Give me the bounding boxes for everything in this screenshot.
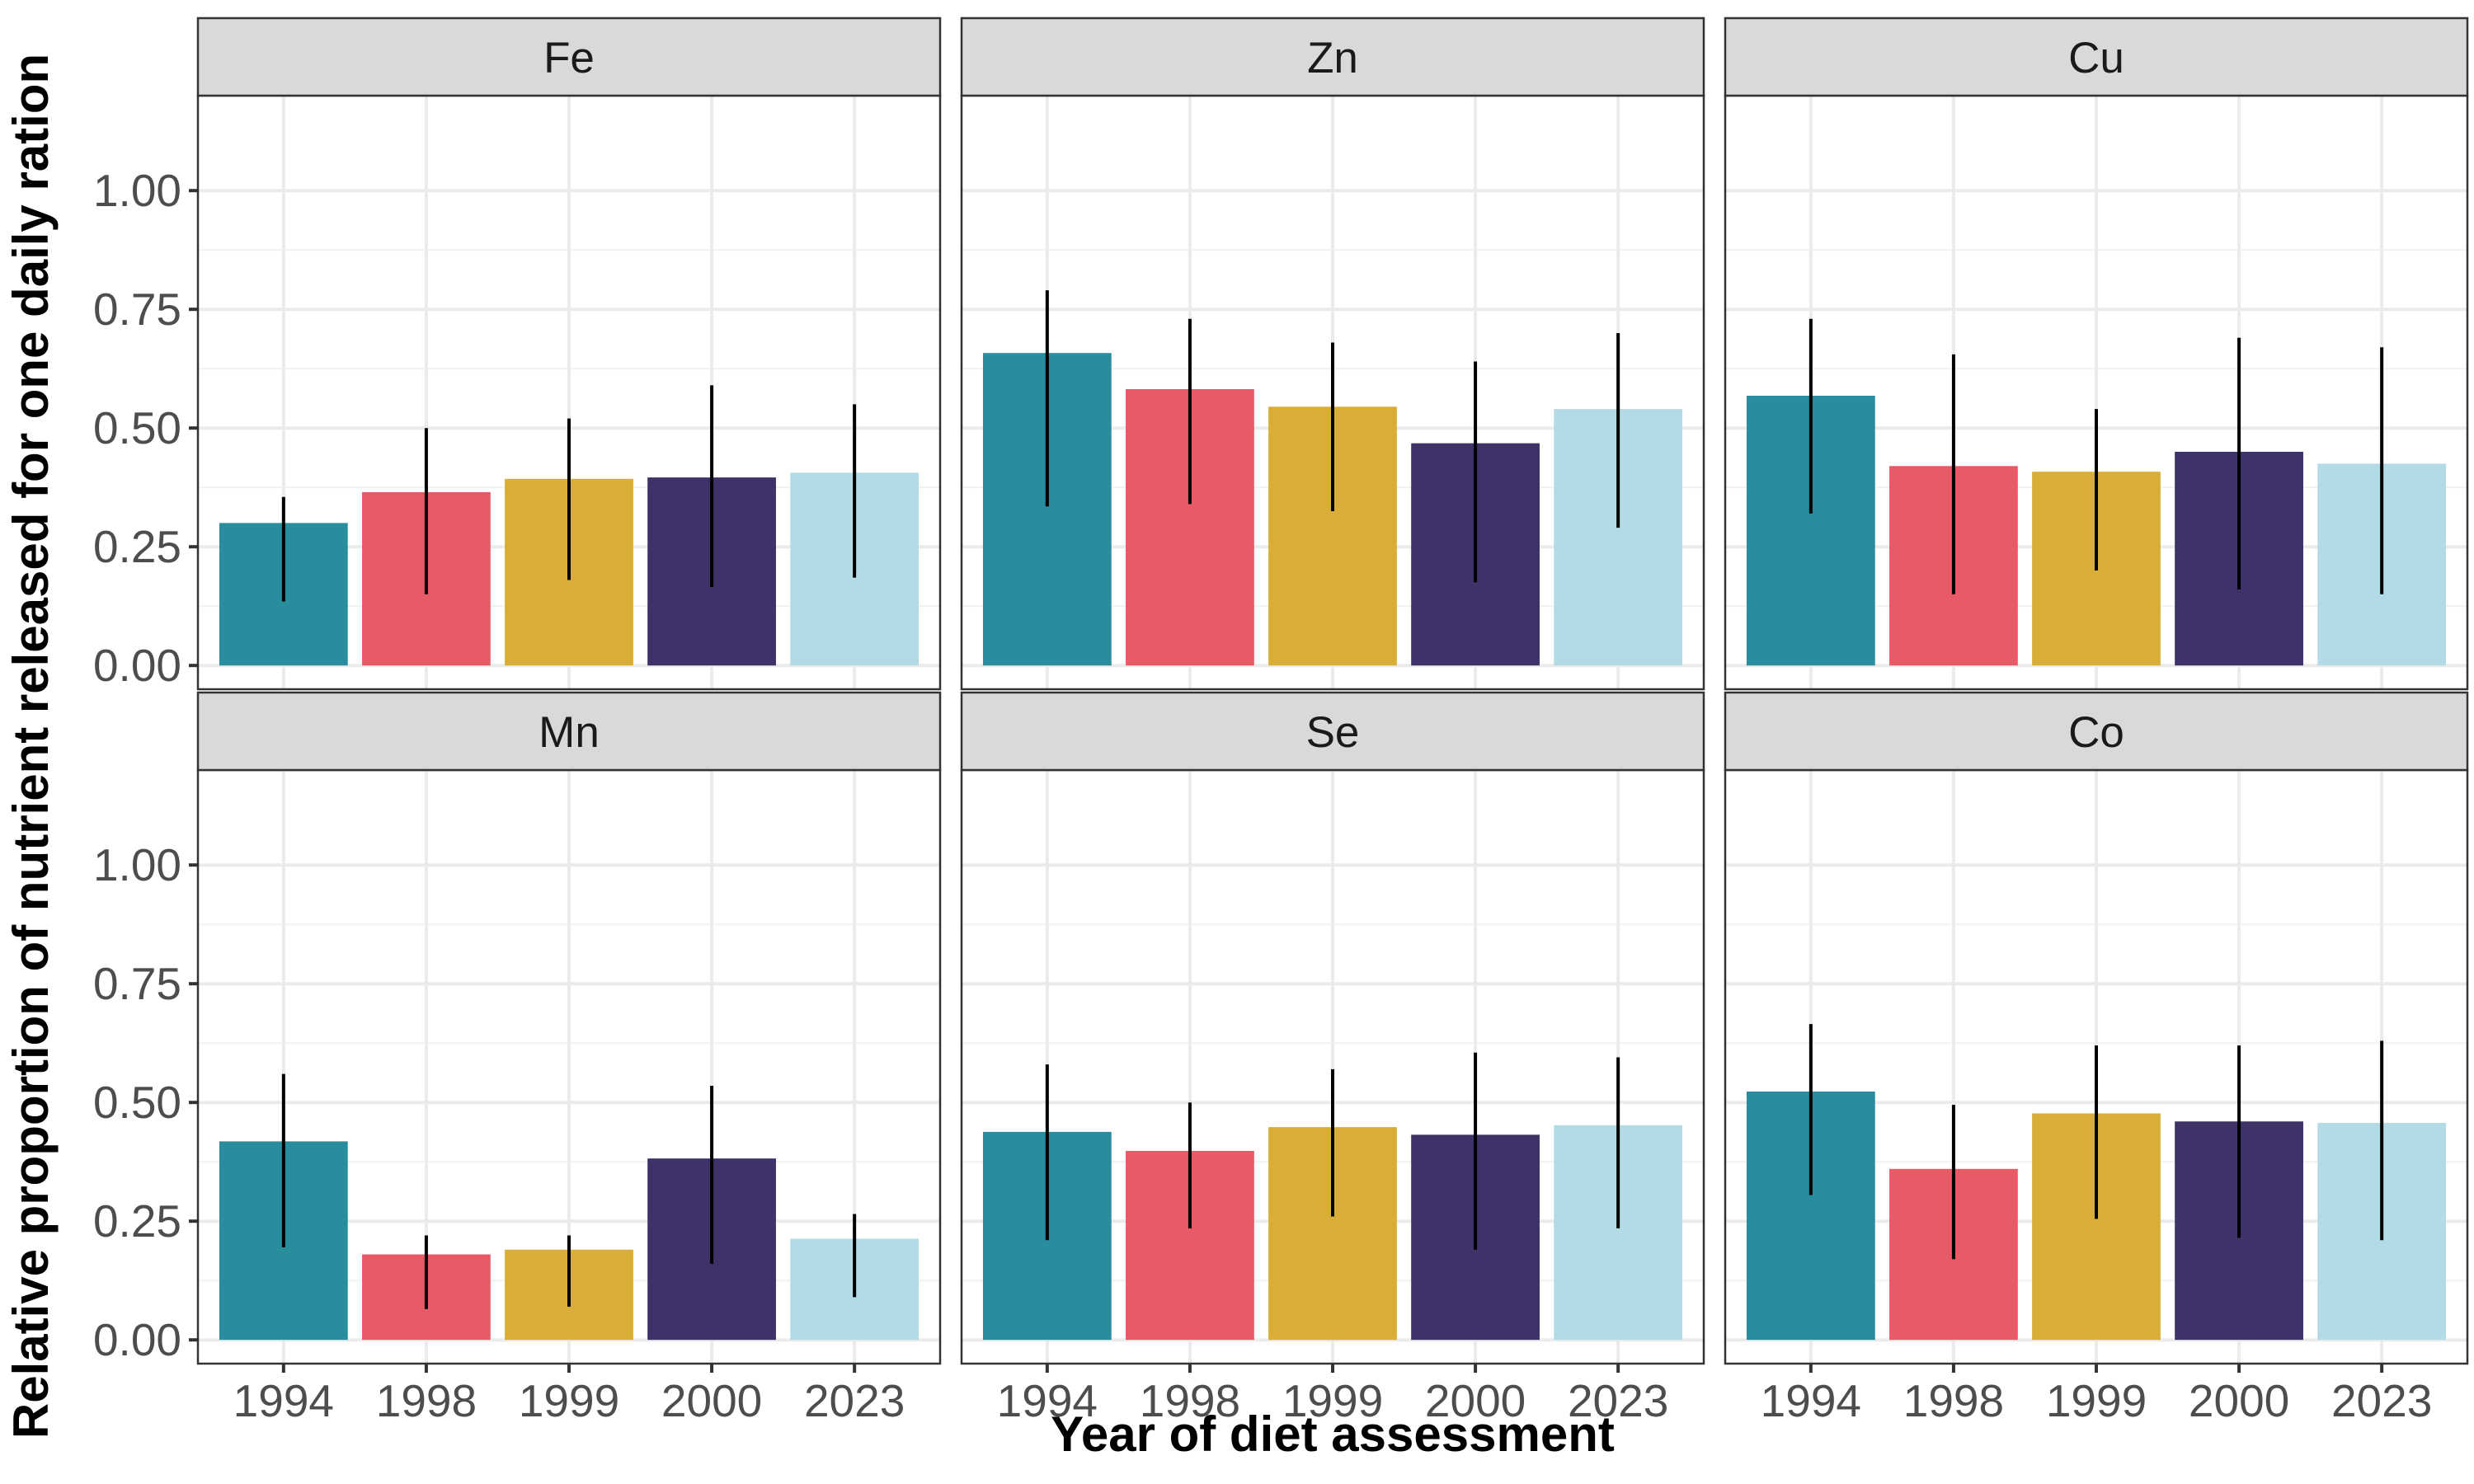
x-tick-label: 1999	[1282, 1375, 1383, 1426]
x-tick-label: 2023	[804, 1375, 905, 1426]
x-tick-label: 1994	[233, 1375, 334, 1426]
y-axis-title: Relative proportion of nutrient released…	[3, 54, 59, 1439]
x-tick-label: 1999	[2046, 1375, 2147, 1426]
x-tick-label: 1994	[997, 1375, 1098, 1426]
facet-panels: Fe 0.00 0.25 0.50 0.75 1.00 Zn Cu Mn 0.00 0.25 0.50…	[93, 16, 2469, 1426]
strip-label-fe: Fe	[543, 34, 595, 82]
y-tick-label: 0.50	[93, 1077, 181, 1128]
x-tick-label: 2023	[1568, 1375, 1668, 1426]
strip-label-se: Se	[1306, 708, 1360, 757]
facet-panel-zn: Zn	[960, 16, 1705, 691]
strip-label-mn: Mn	[539, 708, 600, 757]
facet-panel-cu: Cu	[1724, 16, 2469, 691]
y-tick-label: 0.25	[93, 521, 181, 572]
x-tick-label: 1999	[519, 1375, 619, 1426]
facet-panel-co: Co 1994 1998 1999 2000 2023	[1724, 691, 2469, 1426]
strip-background	[196, 16, 942, 97]
strip-background	[1724, 16, 2469, 97]
y-tick-label: 0.25	[93, 1195, 181, 1247]
y-tick-label: 0.75	[93, 284, 181, 335]
strip-label-zn: Zn	[1307, 34, 1358, 82]
y-tick-label: 0.00	[93, 1314, 181, 1365]
y-tick-label: 1.00	[93, 165, 181, 216]
strip-background	[960, 691, 1705, 772]
strip-background	[960, 16, 1705, 97]
x-tick-label: 2000	[2189, 1375, 2289, 1426]
x-axis-title: Year of diet assessment	[1051, 1407, 1615, 1462]
strip-background	[196, 691, 942, 772]
facet-panel-fe: Fe 0.00 0.25 0.50 0.75 1.00	[93, 16, 942, 691]
strip-background	[1724, 691, 2469, 772]
y-tick-label: 0.50	[93, 402, 181, 453]
x-tick-label: 1998	[1903, 1375, 2004, 1426]
strip-label-co: Co	[2068, 708, 2124, 757]
x-tick-label: 1994	[1761, 1375, 1861, 1426]
y-tick-label: 0.00	[93, 640, 181, 691]
x-tick-label: 1998	[1140, 1375, 1240, 1426]
x-tick-label: 2000	[661, 1375, 762, 1426]
y-tick-label: 0.75	[93, 958, 181, 1009]
x-tick-label: 2023	[2331, 1375, 2432, 1426]
facet-panel-se: Se 1994 1998 1999 2000 2023	[960, 691, 1705, 1426]
y-tick-label: 1.00	[93, 839, 181, 890]
strip-label-cu: Cu	[2068, 34, 2124, 82]
facet-panel-mn: Mn 0.00 0.25 0.50 0.75 1.00 1994 1998 1999 2000 20…	[93, 691, 942, 1426]
x-tick-label: 2000	[1425, 1375, 1526, 1426]
x-tick-label: 1998	[376, 1375, 477, 1426]
